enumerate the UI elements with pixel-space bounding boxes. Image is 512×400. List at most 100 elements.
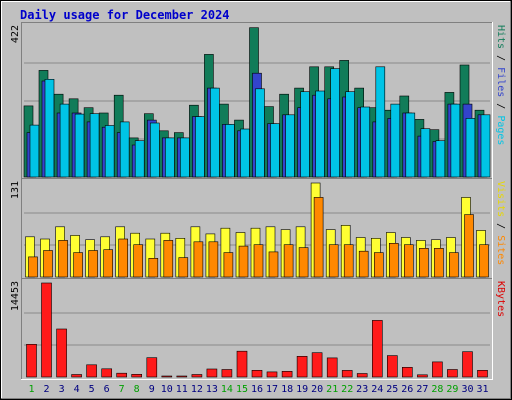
legend-visits: Visits — [495, 181, 506, 217]
panel-hits: 422 Hits / Files / Pages — [10, 22, 506, 180]
legend-separator: / — [495, 49, 506, 67]
bar-sites-day-4 — [73, 252, 83, 278]
bar-kbytes-day-19 — [296, 355, 308, 378]
bar-kbytes-day-28 — [432, 361, 443, 378]
panel-legend: KBytes — [495, 281, 506, 317]
panel-legend: Visits / Sites — [495, 181, 506, 265]
bar-sites-day-5 — [88, 250, 98, 278]
bar-sites-day-6 — [103, 249, 113, 278]
bar-pages-day-4 — [74, 113, 85, 178]
bar-pages-day-17 — [270, 123, 280, 178]
x-tick-label-19: 19 — [296, 384, 308, 395]
bar-kbytes-day-5 — [86, 364, 97, 378]
bar-pages-day-10 — [165, 137, 175, 178]
bar-kbytes-day-23 — [356, 373, 368, 378]
x-tick-label-13: 13 — [206, 384, 218, 395]
x-tick-label-5: 5 — [89, 384, 95, 395]
x-tick-label-16: 16 — [251, 384, 263, 395]
bar-sites-day-12 — [193, 241, 204, 278]
bar-pages-day-11 — [180, 137, 190, 178]
bar-sites-day-11 — [178, 257, 189, 278]
bar-pages-day-29 — [450, 103, 461, 178]
bar-kbytes-day-22 — [341, 370, 353, 378]
bar-pages-day-22 — [345, 91, 356, 178]
bar-pages-day-9 — [150, 122, 160, 178]
x-tick-label-25: 25 — [386, 384, 398, 395]
bar-sites-day-17 — [268, 251, 279, 278]
bar-kbytes-day-21 — [326, 357, 338, 378]
bar-kbytes-day-25 — [386, 355, 398, 378]
bar-pages-day-8 — [134, 140, 145, 178]
bar-pages-day-24 — [375, 66, 386, 178]
x-tick-label-27: 27 — [416, 384, 428, 395]
x-tick-label-21: 21 — [326, 384, 338, 395]
bar-pages-day-31 — [480, 114, 491, 178]
bar-sites-day-27 — [419, 248, 429, 278]
bar-pages-day-30 — [465, 118, 476, 178]
legend-pages: Pages — [495, 115, 506, 145]
bar-kbytes-day-2 — [41, 282, 52, 378]
x-tick-label-31: 31 — [476, 384, 488, 395]
bar-kbytes-day-3 — [56, 328, 67, 378]
bar-sites-day-20 — [313, 197, 324, 278]
bar-pages-day-7 — [119, 121, 130, 178]
bar-kbytes-day-30 — [462, 351, 473, 378]
legend-separator: / — [495, 97, 506, 115]
legend-files: Files — [495, 67, 506, 97]
panel-frame — [21, 278, 493, 380]
x-tick-label-23: 23 — [356, 384, 368, 395]
bar-sites-day-3 — [58, 240, 68, 278]
bar-kbytes-day-15 — [236, 350, 248, 378]
bar-sites-day-13 — [208, 241, 219, 278]
bar-sites-day-10 — [163, 240, 174, 278]
bar-kbytes-day-12 — [191, 374, 203, 378]
bar-kbytes-day-8 — [131, 373, 142, 378]
bar-kbytes-day-11 — [176, 375, 188, 378]
bar-kbytes-day-24 — [371, 320, 383, 378]
panel-max-label: 14453 — [10, 281, 21, 311]
bar-sites-day-15 — [238, 245, 249, 278]
bar-pages-day-2 — [44, 79, 55, 178]
bar-pages-day-23 — [360, 106, 371, 178]
bar-pages-day-1 — [29, 124, 40, 178]
bar-sites-day-31 — [479, 244, 489, 278]
bar-kbytes-day-27 — [417, 374, 428, 378]
x-tick-label-11: 11 — [176, 384, 188, 395]
bar-kbytes-day-4 — [71, 374, 82, 378]
x-tick-label-6: 6 — [104, 384, 110, 395]
bar-sites-day-19 — [298, 247, 309, 278]
x-tick-label-28: 28 — [431, 384, 443, 395]
bar-kbytes-day-17 — [266, 371, 278, 378]
bar-pages-day-15 — [240, 128, 250, 178]
panel-max-label: 422 — [10, 25, 21, 43]
bar-kbytes-day-10 — [161, 375, 173, 378]
x-tick-label-17: 17 — [266, 384, 278, 395]
panel-legend: Hits / Files / Pages — [495, 25, 506, 145]
legend-hits: Hits — [495, 25, 506, 49]
bar-pages-day-28 — [435, 140, 446, 178]
x-axis-labels: 1 2 3 4 5 6 7 8 9 10 11 12 13 14 15 16 17 18 19 20 21 22 23 24 2… — [28, 384, 488, 395]
x-tick-label-1: 1 — [28, 384, 34, 395]
bar-kbytes-day-31 — [477, 369, 488, 378]
bar-pages-day-6 — [104, 125, 115, 178]
bar-pages-day-19 — [300, 91, 310, 178]
bar-kbytes-day-13 — [206, 368, 218, 378]
bar-sites-day-23 — [358, 250, 369, 278]
bar-pages-day-27 — [420, 128, 431, 178]
bar-sites-day-7 — [118, 238, 128, 278]
bar-sites-day-25 — [388, 243, 399, 278]
bar-pages-day-12 — [195, 116, 205, 178]
bar-sites-day-9 — [148, 257, 159, 278]
bar-kbytes-day-6 — [101, 368, 112, 378]
bar-sites-day-21 — [328, 244, 339, 278]
bar-pages-day-20 — [315, 90, 325, 178]
bar-pages-day-18 — [285, 114, 295, 178]
bar-sites-day-22 — [343, 244, 354, 278]
bar-kbytes-day-9 — [146, 357, 158, 378]
x-tick-label-7: 7 — [119, 384, 125, 395]
x-tick-label-18: 18 — [281, 384, 293, 395]
x-tick-label-4: 4 — [74, 384, 80, 395]
x-tick-label-12: 12 — [191, 384, 203, 395]
bar-sites-day-2 — [43, 250, 53, 278]
